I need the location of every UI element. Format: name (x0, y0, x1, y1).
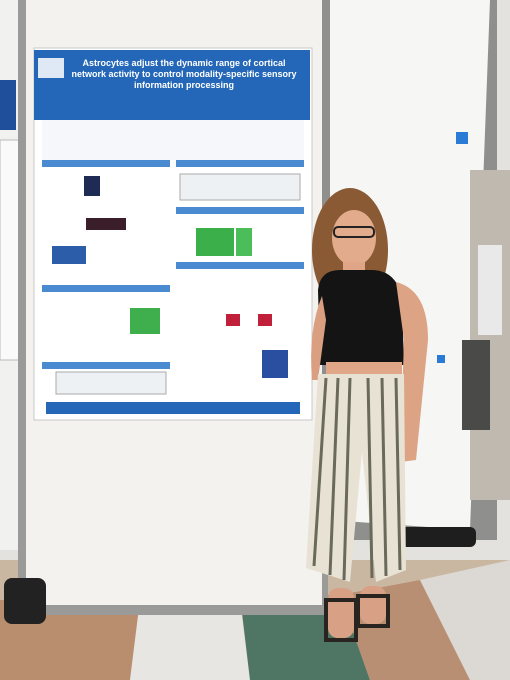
figure (130, 308, 160, 334)
section-header (176, 262, 304, 269)
tape (437, 355, 445, 363)
section-header (42, 362, 170, 369)
sandal (356, 594, 390, 628)
neighbour-poster (0, 80, 16, 130)
foot (360, 586, 386, 624)
tape (456, 132, 468, 144)
section-header (176, 160, 304, 167)
figure (226, 314, 240, 326)
figure (84, 176, 100, 196)
figure (258, 314, 272, 326)
person (306, 188, 428, 642)
bag (4, 578, 46, 624)
stripe (394, 377, 402, 571)
section-header (176, 207, 304, 214)
section-header (42, 160, 170, 167)
figure (52, 246, 86, 264)
figure (179, 173, 301, 201)
poster-header (34, 50, 310, 120)
poster-footer (46, 402, 300, 414)
stripe (366, 377, 374, 579)
figure (55, 371, 167, 395)
logo (38, 58, 64, 78)
bag (398, 527, 476, 547)
sandal (324, 598, 358, 642)
poster-abstract (42, 120, 304, 160)
figure (86, 218, 126, 230)
floor-marble (130, 600, 250, 680)
stripe (328, 377, 340, 576)
floor-marble (420, 560, 510, 680)
pant-stripes (312, 377, 402, 581)
section-headers (42, 160, 304, 369)
figure (262, 350, 288, 378)
bystander (478, 245, 502, 335)
poster-title: Astrocytes adjust the dynamic range of c… (71, 58, 297, 90)
bystander (462, 340, 490, 430)
stripe (312, 377, 328, 567)
foot (328, 588, 354, 638)
arm (311, 296, 326, 380)
figure (236, 228, 252, 256)
glasses (333, 226, 375, 238)
stripe (342, 377, 352, 581)
top (318, 270, 404, 365)
stripe (380, 377, 388, 577)
figures (52, 173, 301, 395)
figure (196, 228, 234, 256)
section-header (42, 285, 170, 292)
